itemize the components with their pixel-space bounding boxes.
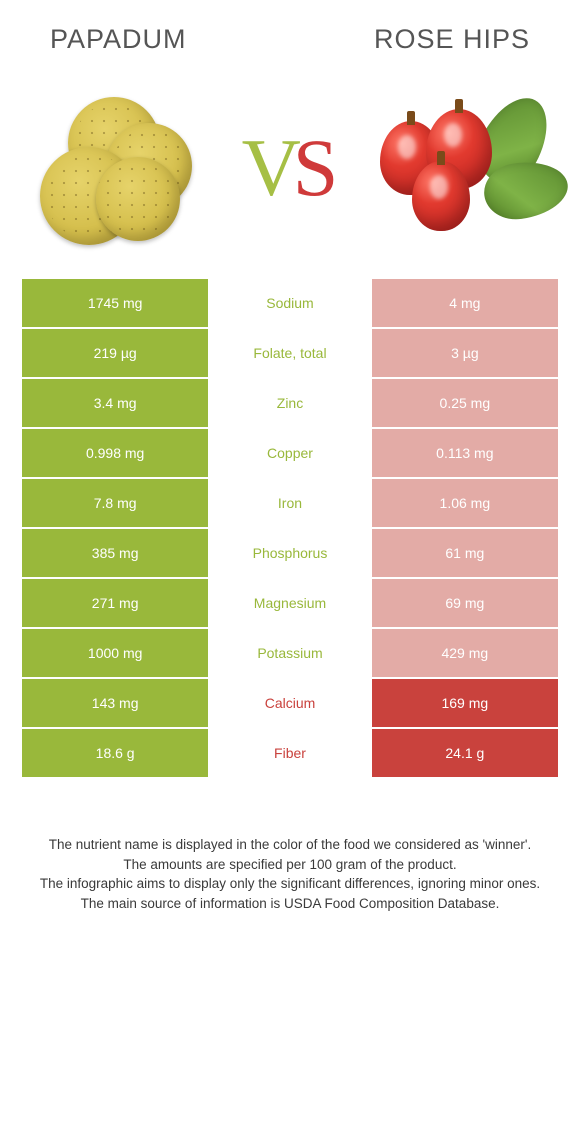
- footer-line: The infographic aims to display only the…: [22, 874, 558, 894]
- left-value: 7.8 mg: [21, 478, 209, 528]
- table-row: 0.998 mgCopper0.113 mg: [21, 428, 559, 478]
- left-value: 385 mg: [21, 528, 209, 578]
- right-value: 4 mg: [371, 278, 559, 328]
- right-value: 0.25 mg: [371, 378, 559, 428]
- rosehips-image: [378, 93, 548, 243]
- table-row: 143 mgCalcium169 mg: [21, 678, 559, 728]
- table-row: 1000 mgPotassium429 mg: [21, 628, 559, 678]
- left-value: 3.4 mg: [21, 378, 209, 428]
- right-value: 69 mg: [371, 578, 559, 628]
- nutrient-name: Potassium: [209, 628, 370, 678]
- title-papadum: Papadum: [50, 24, 187, 55]
- left-value: 18.6 g: [21, 728, 209, 778]
- left-value: 1745 mg: [21, 278, 209, 328]
- nutrient-name: Zinc: [209, 378, 370, 428]
- right-value: 429 mg: [371, 628, 559, 678]
- right-value: 1.06 mg: [371, 478, 559, 528]
- right-value: 24.1 g: [371, 728, 559, 778]
- left-value: 143 mg: [21, 678, 209, 728]
- papadum-image: [32, 93, 202, 243]
- left-value: 219 µg: [21, 328, 209, 378]
- nutrient-name: Sodium: [209, 278, 370, 328]
- left-value: 1000 mg: [21, 628, 209, 678]
- footer-line: The nutrient name is displayed in the co…: [22, 835, 558, 855]
- table-row: 385 mgPhosphorus61 mg: [21, 528, 559, 578]
- table-row: 271 mgMagnesium69 mg: [21, 578, 559, 628]
- table-row: 7.8 mgIron1.06 mg: [21, 478, 559, 528]
- footer-line: The amounts are specified per 100 gram o…: [22, 855, 558, 875]
- table-row: 1745 mgSodium4 mg: [21, 278, 559, 328]
- nutrient-name: Magnesium: [209, 578, 370, 628]
- right-value: 169 mg: [371, 678, 559, 728]
- right-value: 61 mg: [371, 528, 559, 578]
- table-row: 18.6 gFiber24.1 g: [21, 728, 559, 778]
- table-row: 3.4 mgZinc0.25 mg: [21, 378, 559, 428]
- nutrient-name: Fiber: [209, 728, 370, 778]
- left-value: 271 mg: [21, 578, 209, 628]
- nutrient-table: 1745 mgSodium4 mg219 µgFolate, total3 µg…: [20, 277, 560, 779]
- left-value: 0.998 mg: [21, 428, 209, 478]
- title-rosehips: Rose Hips: [374, 24, 530, 55]
- vs-label: V S: [242, 127, 339, 209]
- nutrient-name: Copper: [209, 428, 370, 478]
- right-value: 0.113 mg: [371, 428, 559, 478]
- vs-s: S: [293, 127, 339, 209]
- right-value: 3 µg: [371, 328, 559, 378]
- nutrient-name: Phosphorus: [209, 528, 370, 578]
- nutrient-name: Iron: [209, 478, 370, 528]
- table-row: 219 µgFolate, total3 µg: [21, 328, 559, 378]
- nutrient-name: Calcium: [209, 678, 370, 728]
- footer-notes: The nutrient name is displayed in the co…: [20, 779, 560, 913]
- footer-line: The main source of information is USDA F…: [22, 894, 558, 914]
- nutrient-name: Folate, total: [209, 328, 370, 378]
